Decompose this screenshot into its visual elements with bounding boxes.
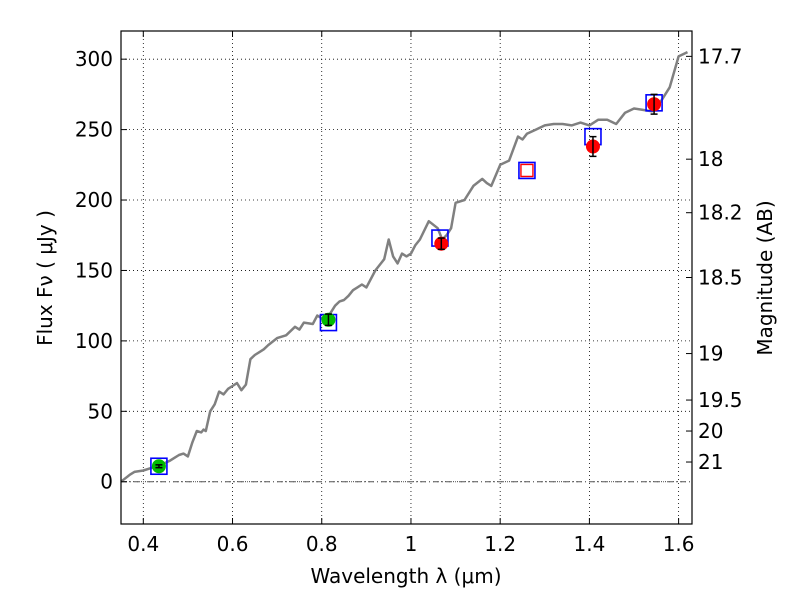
y-tick-label: 0 [100,470,113,494]
x-tick-label: 1.2 [484,532,516,556]
x-tick-label: 0.4 [127,532,159,556]
open-square-marker [520,163,534,178]
x-tick-label: 1.4 [573,532,605,556]
open-square-outer [518,161,536,180]
plot-area [120,31,692,524]
x-axis-label: Wavelength λ (μm) [310,564,501,588]
axes-ticks: 0.4 0.6 0.8 1 1.2 1.4 1.6 0 50 100 150 200 250 300 17.… [75,30,743,556]
y-tick-label: 250 [75,118,113,142]
mag-tick-label: 18 [698,147,723,171]
x-tick-label: 0.6 [217,532,249,556]
y-tick-label: 300 [75,47,113,71]
x-tick-label: 1.6 [663,532,695,556]
model-spectrum-line [120,50,689,483]
mag-tick-label: 20 [698,419,723,443]
x-tick-label: 1 [405,532,418,556]
mag-tick-label: 21 [698,450,723,474]
mag-tick-label: 18.2 [698,201,743,225]
mag-tick-label: 19 [698,342,723,366]
model-photometry-square [150,457,168,476]
mag-tick-label: 18.5 [698,266,743,290]
y-tick-label: 200 [75,188,113,212]
y-axis-label: Flux Fν ( μJy ) [33,210,57,346]
y-tick-label: 50 [88,399,113,423]
mag-tick-label: 17.7 [698,44,743,68]
mag-tick-label: 19.5 [698,388,743,412]
x-tick-label: 0.8 [306,532,338,556]
y2-axis-label: Magnitude (AB) [753,200,777,355]
y-tick-label: 100 [75,329,113,353]
y-tick-label: 150 [75,258,113,282]
